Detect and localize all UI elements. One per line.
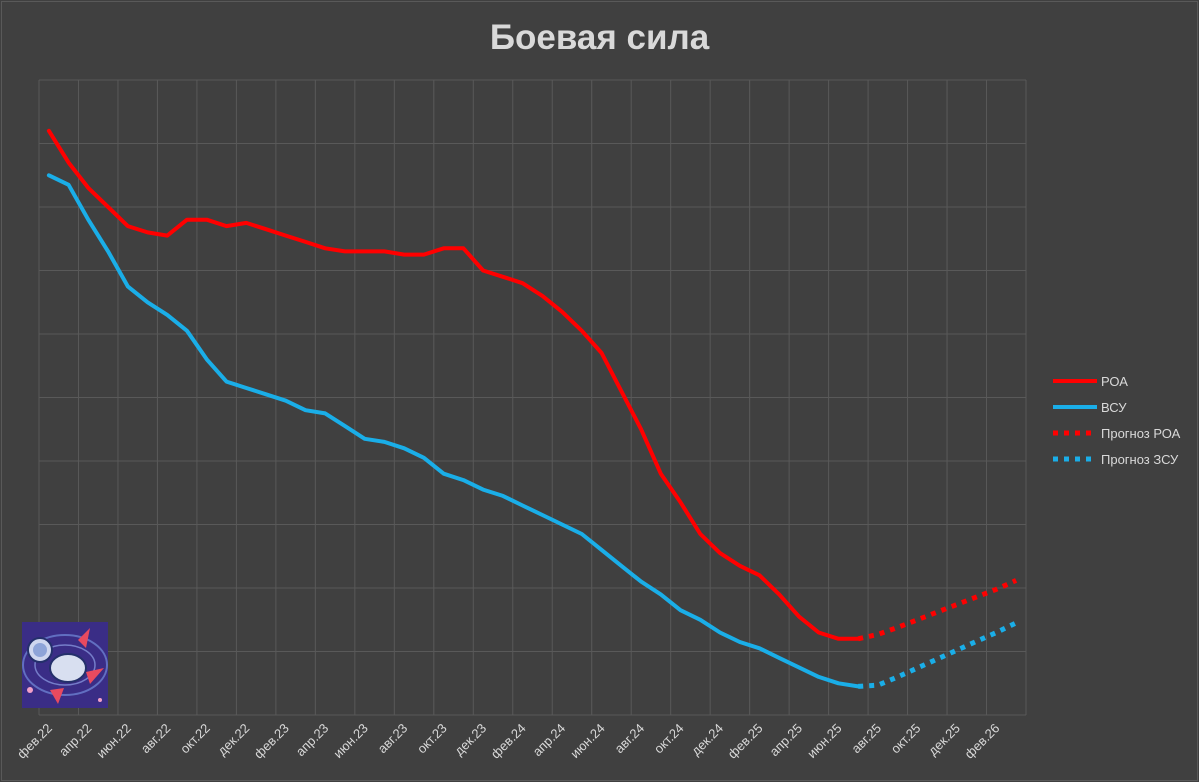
- x-tick-label: фев.23: [251, 721, 292, 762]
- x-tick-label: фев.25: [725, 721, 766, 762]
- x-tick-label: апр.22: [56, 721, 95, 760]
- legend-label: Прогноз ЗСУ: [1101, 452, 1179, 467]
- legend-label: ВСУ: [1101, 400, 1127, 415]
- legend-label: Прогноз РОА: [1101, 426, 1181, 441]
- x-tick-label: апр.25: [767, 721, 806, 760]
- x-tick-label: дек.22: [215, 721, 253, 759]
- x-tick-label: авг.24: [612, 721, 648, 757]
- x-tick-label: фев.24: [488, 721, 529, 762]
- x-tick-label: июн.25: [804, 721, 844, 761]
- legend: РОА ВСУ Прогноз РОА Прогноз ЗСУ: [1053, 374, 1181, 467]
- chart-title: Боевая сила: [489, 18, 710, 57]
- x-tick-label: фев.26: [962, 721, 1003, 762]
- x-tick-label: авг.23: [375, 721, 411, 757]
- series-line-2: [857, 578, 1018, 642]
- x-tick-label: апр.23: [293, 721, 332, 760]
- series-line-0: [46, 128, 861, 641]
- series-lines: [46, 128, 1018, 689]
- legend-label: РОА: [1101, 374, 1128, 389]
- x-tick-label: окт.25: [888, 721, 924, 757]
- x-tick-label: дек.23: [451, 721, 489, 759]
- astronaut-rocket-logo-icon: [22, 622, 108, 708]
- x-tick-label: дек.25: [925, 721, 963, 759]
- x-tick-label: авг.25: [848, 721, 884, 757]
- gridlines: [38, 79, 1027, 716]
- x-tick-label: фев.22: [14, 721, 55, 762]
- x-tick-label: окт.22: [177, 721, 213, 757]
- x-tick-label: июн.24: [567, 721, 607, 761]
- x-tick-label: дек.24: [688, 721, 726, 759]
- x-tick-label: окт.24: [651, 721, 687, 757]
- x-tick-label: окт.23: [414, 721, 450, 757]
- x-tick-label: апр.24: [530, 721, 569, 760]
- series-line-1: [46, 173, 861, 689]
- x-tick-label: авг.22: [138, 721, 174, 757]
- series-line-3: [858, 620, 1018, 689]
- x-tick-label: июн.22: [93, 721, 133, 761]
- x-tick-label: июн.23: [330, 721, 370, 761]
